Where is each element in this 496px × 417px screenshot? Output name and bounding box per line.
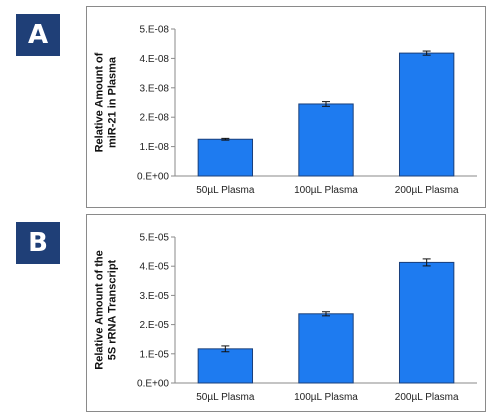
x-category-label: 100µL Plasma: [294, 392, 358, 403]
y-axis-label-line: miR-21 in Plasma: [107, 56, 119, 148]
y-tick-label: 5.E-05: [140, 233, 170, 244]
y-tick-label: 3.E-08: [140, 83, 170, 94]
chart-a: 0.E+00 1.E-08 2.E-08 3.E-08 4.E-08 5.E-08 50µL…: [86, 6, 486, 208]
chart-b: 0.E+00 1.E-05 2.E-05 3.E-05 4.E-05 5.E-05 50µL…: [86, 214, 486, 412]
y-tick-label: 5.E-08: [140, 25, 170, 36]
bar-3: [398, 261, 455, 384]
x-category-label: 200µL Plasma: [395, 185, 459, 196]
chart-b-svg: 0.E+00 1.E-05 2.E-05 3.E-05 4.E-05 5.E-05 50µL…: [94, 233, 477, 403]
bar-2: [298, 103, 354, 177]
y-tick-label: 2.E-08: [140, 113, 170, 124]
y-tick-label: 0.E+00: [137, 379, 169, 390]
y-tick-label: 1.E-08: [140, 142, 170, 153]
panel-label-b: B: [16, 222, 60, 264]
y-tick-label: 2.E-05: [140, 320, 170, 331]
y-tick-label: 4.E-08: [140, 54, 170, 65]
x-category-label: 200µL Plasma: [395, 392, 459, 403]
x-category-label: 100µL Plasma: [294, 185, 358, 196]
bar-2: [298, 313, 354, 384]
bar-1: [197, 348, 254, 384]
y-axis-label: Relative Amount of miR-21 in Plasma: [94, 52, 119, 152]
bar-3: [398, 52, 455, 177]
y-axis-label-line: 5S rRNA Transcript: [107, 259, 119, 360]
x-category-label: 50µL Plasma: [196, 392, 255, 403]
y-tick-label: 3.E-05: [140, 291, 170, 302]
bar-1: [197, 138, 254, 177]
y-tick-label: 1.E-05: [140, 349, 170, 360]
y-tick-label: 4.E-05: [140, 262, 170, 273]
y-axis-label-line: Relative Amount of: [94, 52, 106, 152]
panel-label-a: A: [16, 14, 60, 56]
chart-a-svg: 0.E+00 1.E-08 2.E-08 3.E-08 4.E-08 5.E-08 50µL…: [94, 25, 477, 196]
y-axis-label: Relative Amount of the 5S rRNA Transcript: [94, 250, 119, 369]
y-tick-label: 0.E+00: [137, 172, 169, 183]
y-axis-label-line: Relative Amount of the: [94, 250, 106, 369]
x-category-label: 50µL Plasma: [196, 185, 255, 196]
